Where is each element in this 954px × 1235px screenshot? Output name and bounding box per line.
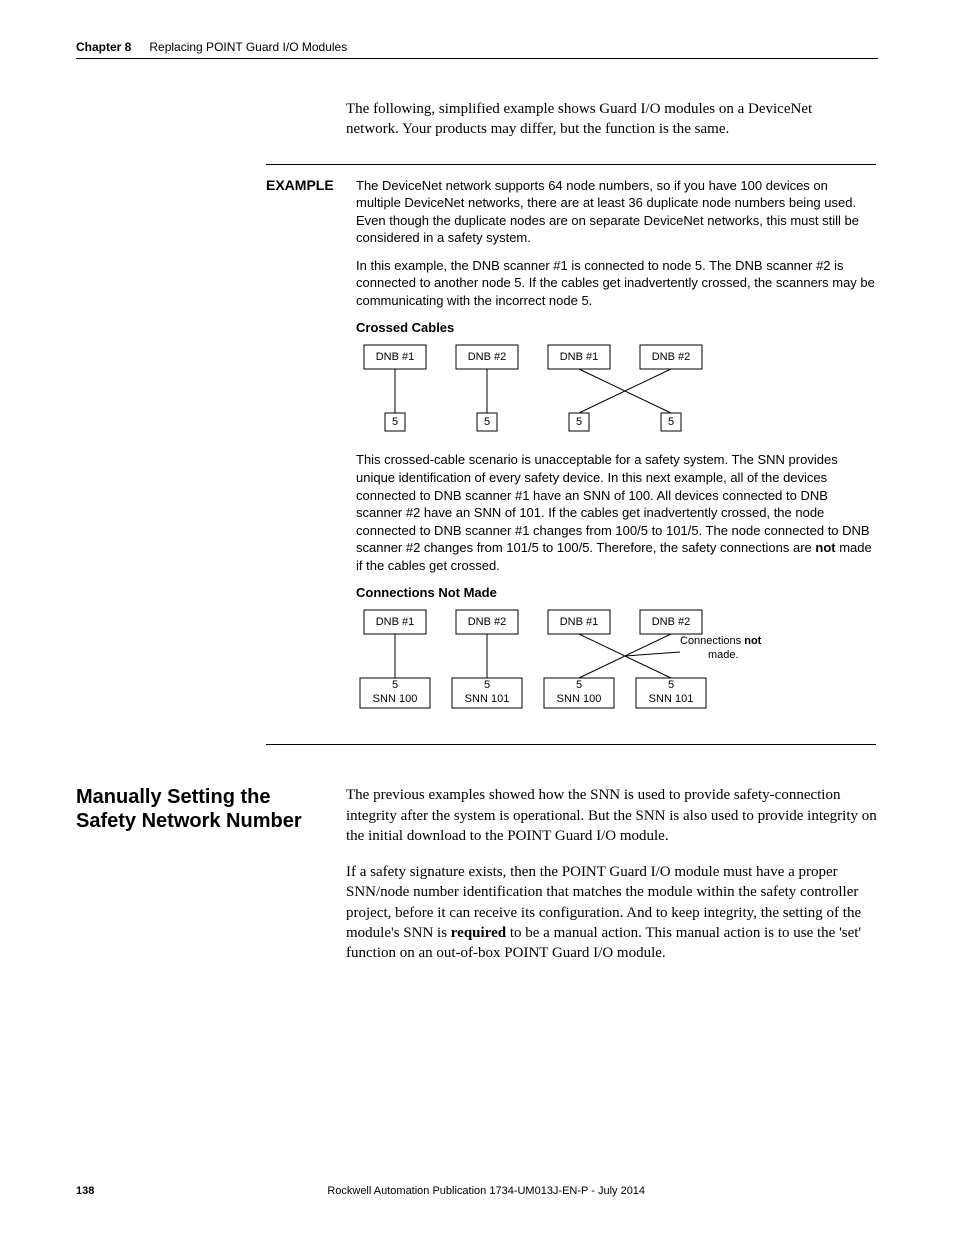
example-p2: In this example, the DNB scanner #1 is c… (356, 257, 876, 310)
svg-text:5: 5 (668, 416, 674, 428)
svg-text:5: 5 (576, 679, 582, 691)
svg-text:SNN 100: SNN 100 (557, 693, 602, 705)
section-row: Manually Setting the Safety Network Numb… (76, 785, 878, 979)
connections-not-made-diagram: DNB #1 DNB #2 DNB #1 DNB #2 5 SNN 100 5 SNN 101… (356, 608, 876, 719)
section-p2: If a safety signature exists, then the P… (346, 862, 878, 963)
svg-text:SNN 101: SNN 101 (649, 693, 694, 705)
page-footer: 138 Rockwell Automation Publication 1734… (76, 1185, 878, 1197)
chapter-label: Chapter 8 (76, 40, 131, 54)
svg-text:Connections not: Connections not (680, 635, 762, 647)
svg-text:5: 5 (392, 416, 398, 428)
crossed-cables-diagram: DNB #1 DNB #2 DNB #1 DNB #2 5 5 5 5 (356, 343, 876, 442)
example-p3: This crossed-cable scenario is unaccepta… (356, 451, 876, 574)
example-label: EXAMPLE (266, 177, 336, 729)
example-p1: The DeviceNet network supports 64 node n… (356, 177, 876, 247)
svg-text:5: 5 (484, 679, 490, 691)
svg-text:DNB #2: DNB #2 (468, 616, 507, 628)
svg-text:DNB #1: DNB #1 (560, 351, 599, 363)
example-subhead-1: Crossed Cables (356, 319, 876, 337)
example-subhead-2: Connections Not Made (356, 584, 876, 602)
svg-text:SNN 101: SNN 101 (465, 693, 510, 705)
svg-text:DNB #2: DNB #2 (468, 351, 507, 363)
svg-text:5: 5 (668, 679, 674, 691)
page-header: Chapter 8 Replacing POINT Guard I/O Modu… (76, 40, 878, 59)
svg-text:SNN 100: SNN 100 (373, 693, 418, 705)
diagram-2-svg: DNB #1 DNB #2 DNB #1 DNB #2 5 SNN 100 5 SNN 101… (356, 608, 766, 714)
svg-text:made.: made. (708, 649, 739, 661)
svg-text:DNB #1: DNB #1 (376, 351, 415, 363)
chapter-title: Replacing POINT Guard I/O Modules (149, 40, 347, 54)
svg-text:DNB #2: DNB #2 (652, 616, 691, 628)
svg-text:DNB #2: DNB #2 (652, 351, 691, 363)
svg-text:5: 5 (392, 679, 398, 691)
section-heading: Manually Setting the Safety Network Numb… (76, 785, 316, 979)
intro-paragraph: The following, simplified example shows … (346, 99, 866, 140)
publication-info: Rockwell Automation Publication 1734-UM0… (94, 1185, 878, 1197)
diagram-1-svg: DNB #1 DNB #2 DNB #1 DNB #2 5 5 5 5 (356, 343, 746, 437)
section-p1: The previous examples showed how the SNN… (346, 785, 878, 846)
svg-text:DNB #1: DNB #1 (376, 616, 415, 628)
example-body: The DeviceNet network supports 64 node n… (356, 177, 876, 729)
section-body: The previous examples showed how the SNN… (346, 785, 878, 979)
svg-text:5: 5 (484, 416, 490, 428)
example-block: EXAMPLE The DeviceNet network supports 6… (266, 164, 876, 746)
page-number: 138 (76, 1185, 94, 1197)
svg-text:DNB #1: DNB #1 (560, 616, 599, 628)
svg-text:5: 5 (576, 416, 582, 428)
